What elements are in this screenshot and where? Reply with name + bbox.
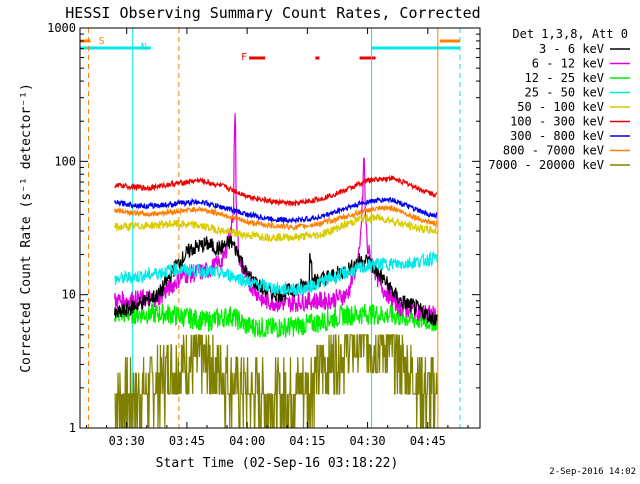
y-tick-label-2: 100 <box>54 154 76 168</box>
annotation-f: F <box>241 52 247 63</box>
x-tick-label-0: 03:30 <box>109 434 145 448</box>
chart-title: HESSI Observing Summary Count Rates, Cor… <box>65 4 480 22</box>
plot-frame <box>79 27 481 429</box>
legend-label-2: 12 - 25 keV <box>525 71 604 85</box>
y-axis-label: Corrected Count Rate (s⁻¹ detector⁻¹) <box>19 83 34 373</box>
y-tick-label-1: 10 <box>62 288 76 302</box>
footer-date: 2-Sep-2016 14:02 <box>549 467 636 477</box>
legend-label-4: 50 - 100 keV <box>517 100 604 114</box>
series-line-1 <box>114 113 438 325</box>
annotation-n: N <box>141 42 147 53</box>
plot-layer: S N F <box>80 28 461 428</box>
series-line-5 <box>114 174 438 207</box>
axes-layer: 03:30 03:45 04:00 04:15 04:30 04:45 1 10 100 1000 <box>47 21 481 448</box>
series-line-8 <box>114 334 438 428</box>
series-line-0 <box>114 235 438 326</box>
x-tick-label-1: 03:45 <box>169 434 205 448</box>
series-line-6 <box>114 196 438 225</box>
legend-label-3: 25 - 50 keV <box>525 86 604 100</box>
series-line-3 <box>114 251 438 297</box>
legend-label-6: 300 - 800 keV <box>510 129 604 143</box>
legend-label-7: 800 - 7000 keV <box>503 144 604 158</box>
x-tick-label-2: 04:00 <box>229 434 265 448</box>
series-line-7 <box>114 204 438 231</box>
legend-label-1: 6 - 12 keV <box>532 57 604 71</box>
x-tick-label-3: 04:15 <box>289 434 325 448</box>
annotation-s: S <box>99 36 105 47</box>
legend-label-0: 3 - 6 keV <box>539 42 604 56</box>
legend-header: Det 1,3,8, Att 0 <box>512 27 628 41</box>
legend-label-8: 7000 - 20000 keV <box>488 158 604 172</box>
x-tick-label-5: 04:45 <box>410 434 446 448</box>
x-tick-label-4: 04:30 <box>350 434 386 448</box>
y-tick-label-0: 1 <box>69 421 76 435</box>
legend-label-5: 100 - 300 keV <box>510 115 604 129</box>
x-axis-label: Start Time (02-Sep-16 03:18:22) <box>156 456 399 471</box>
series-line-4 <box>114 212 438 243</box>
y-tick-label-3: 1000 <box>47 21 76 35</box>
series-line-2 <box>114 303 438 339</box>
